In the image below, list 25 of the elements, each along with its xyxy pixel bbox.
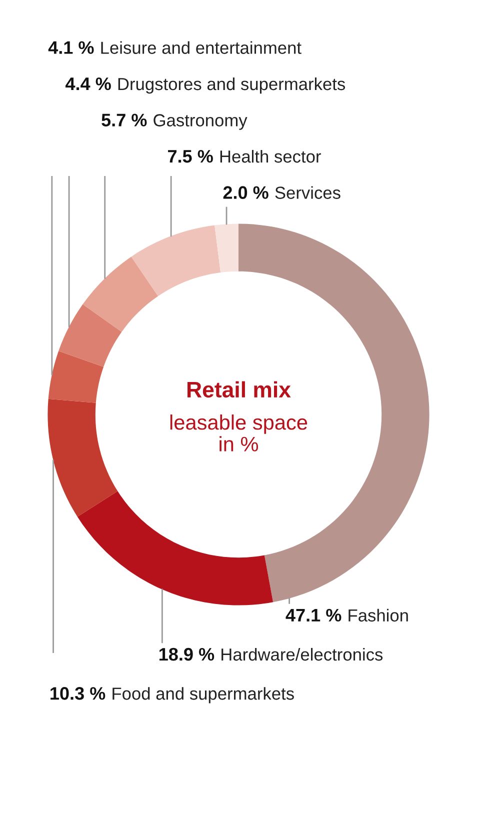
data-label: 4.1 % <box>48 41 94 54</box>
data-label: 18.9 % <box>159 648 214 661</box>
donut-slice <box>77 491 274 606</box>
donut-slice <box>131 225 221 296</box>
slice-label: Gastronomy <box>154 114 248 130</box>
slice-label: Health sector <box>220 150 321 163</box>
data-label: 47.1 % <box>286 608 342 622</box>
slice-label: Leisure and entertainment <box>101 41 302 54</box>
data-label: 4.4 % <box>66 77 111 90</box>
donut-slice <box>48 351 104 403</box>
donut-slice <box>58 304 122 367</box>
slice-label: Services <box>275 186 340 199</box>
donut-slice <box>48 398 118 517</box>
data-label: 10.3 % <box>50 687 106 700</box>
slice-label: Fashion <box>348 608 408 622</box>
data-label: 2.0 % <box>223 186 268 199</box>
data-label: 5.7 % <box>102 114 147 126</box>
slice-label: Drugstores and supermarkets <box>118 77 346 94</box>
donut-slice <box>214 224 238 273</box>
text: Retail mix <box>188 381 291 398</box>
text: leasable space in % <box>170 414 308 452</box>
slice-label: Food and supermarkets <box>112 687 294 704</box>
donut-slice <box>82 256 158 332</box>
data-label: 7.5 % <box>168 150 213 163</box>
slice-label: Hardware/electronics <box>222 648 383 661</box>
